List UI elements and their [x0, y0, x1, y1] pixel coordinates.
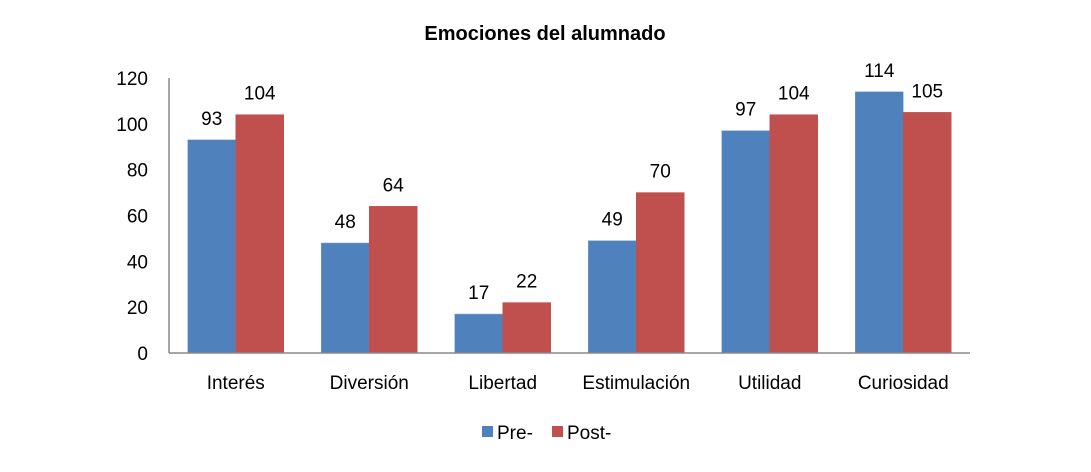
legend-swatch: [482, 426, 493, 437]
x-tick-label: Utilidad: [738, 373, 801, 394]
x-tick-label: Curiosidad: [858, 373, 949, 394]
data-label: 105: [911, 81, 943, 102]
legend: Pre- Post-: [482, 423, 611, 444]
bar-post: [769, 114, 818, 354]
data-label: 70: [650, 162, 671, 183]
data-label: 22: [516, 272, 537, 293]
y-tick-label: 100: [116, 115, 148, 136]
y-tick-label: 40: [127, 252, 148, 273]
data-label: 48: [335, 212, 356, 233]
y-tick-label: 120: [116, 69, 148, 90]
data-label: 49: [602, 210, 623, 231]
x-tick-label: Libertad: [468, 373, 537, 394]
data-label: 17: [468, 283, 489, 304]
chart-title: Emociones del alumnado: [424, 23, 665, 45]
data-label: 104: [778, 84, 810, 105]
bar-post: [235, 114, 284, 354]
x-tick-label: Estimulación: [582, 373, 690, 394]
bar-post: [369, 206, 418, 354]
data-label: 114: [864, 61, 895, 82]
x-tick-label: Diversión: [330, 373, 409, 394]
y-tick-label: 0: [137, 344, 148, 365]
data-label: 104: [244, 84, 276, 105]
bar-post: [502, 302, 551, 354]
bar-pre: [454, 313, 503, 354]
legend-swatch: [552, 426, 563, 437]
legend-label: Post-: [567, 423, 611, 444]
data-label: 64: [383, 175, 405, 196]
y-tick-label: 80: [127, 161, 148, 182]
y-tick-label: 60: [127, 207, 148, 228]
bar-pre: [855, 91, 904, 354]
data-label: 93: [201, 109, 222, 130]
x-tick-label: Interés: [207, 373, 265, 394]
bar-pre: [721, 130, 770, 354]
bar-pre: [588, 240, 637, 354]
bar-post: [903, 112, 952, 354]
bar-post: [636, 192, 685, 354]
data-label: 97: [735, 100, 756, 121]
bar-pre: [187, 139, 236, 354]
bar-pre: [321, 242, 370, 354]
legend-label: Pre-: [497, 423, 533, 444]
y-tick-label: 20: [127, 298, 148, 319]
